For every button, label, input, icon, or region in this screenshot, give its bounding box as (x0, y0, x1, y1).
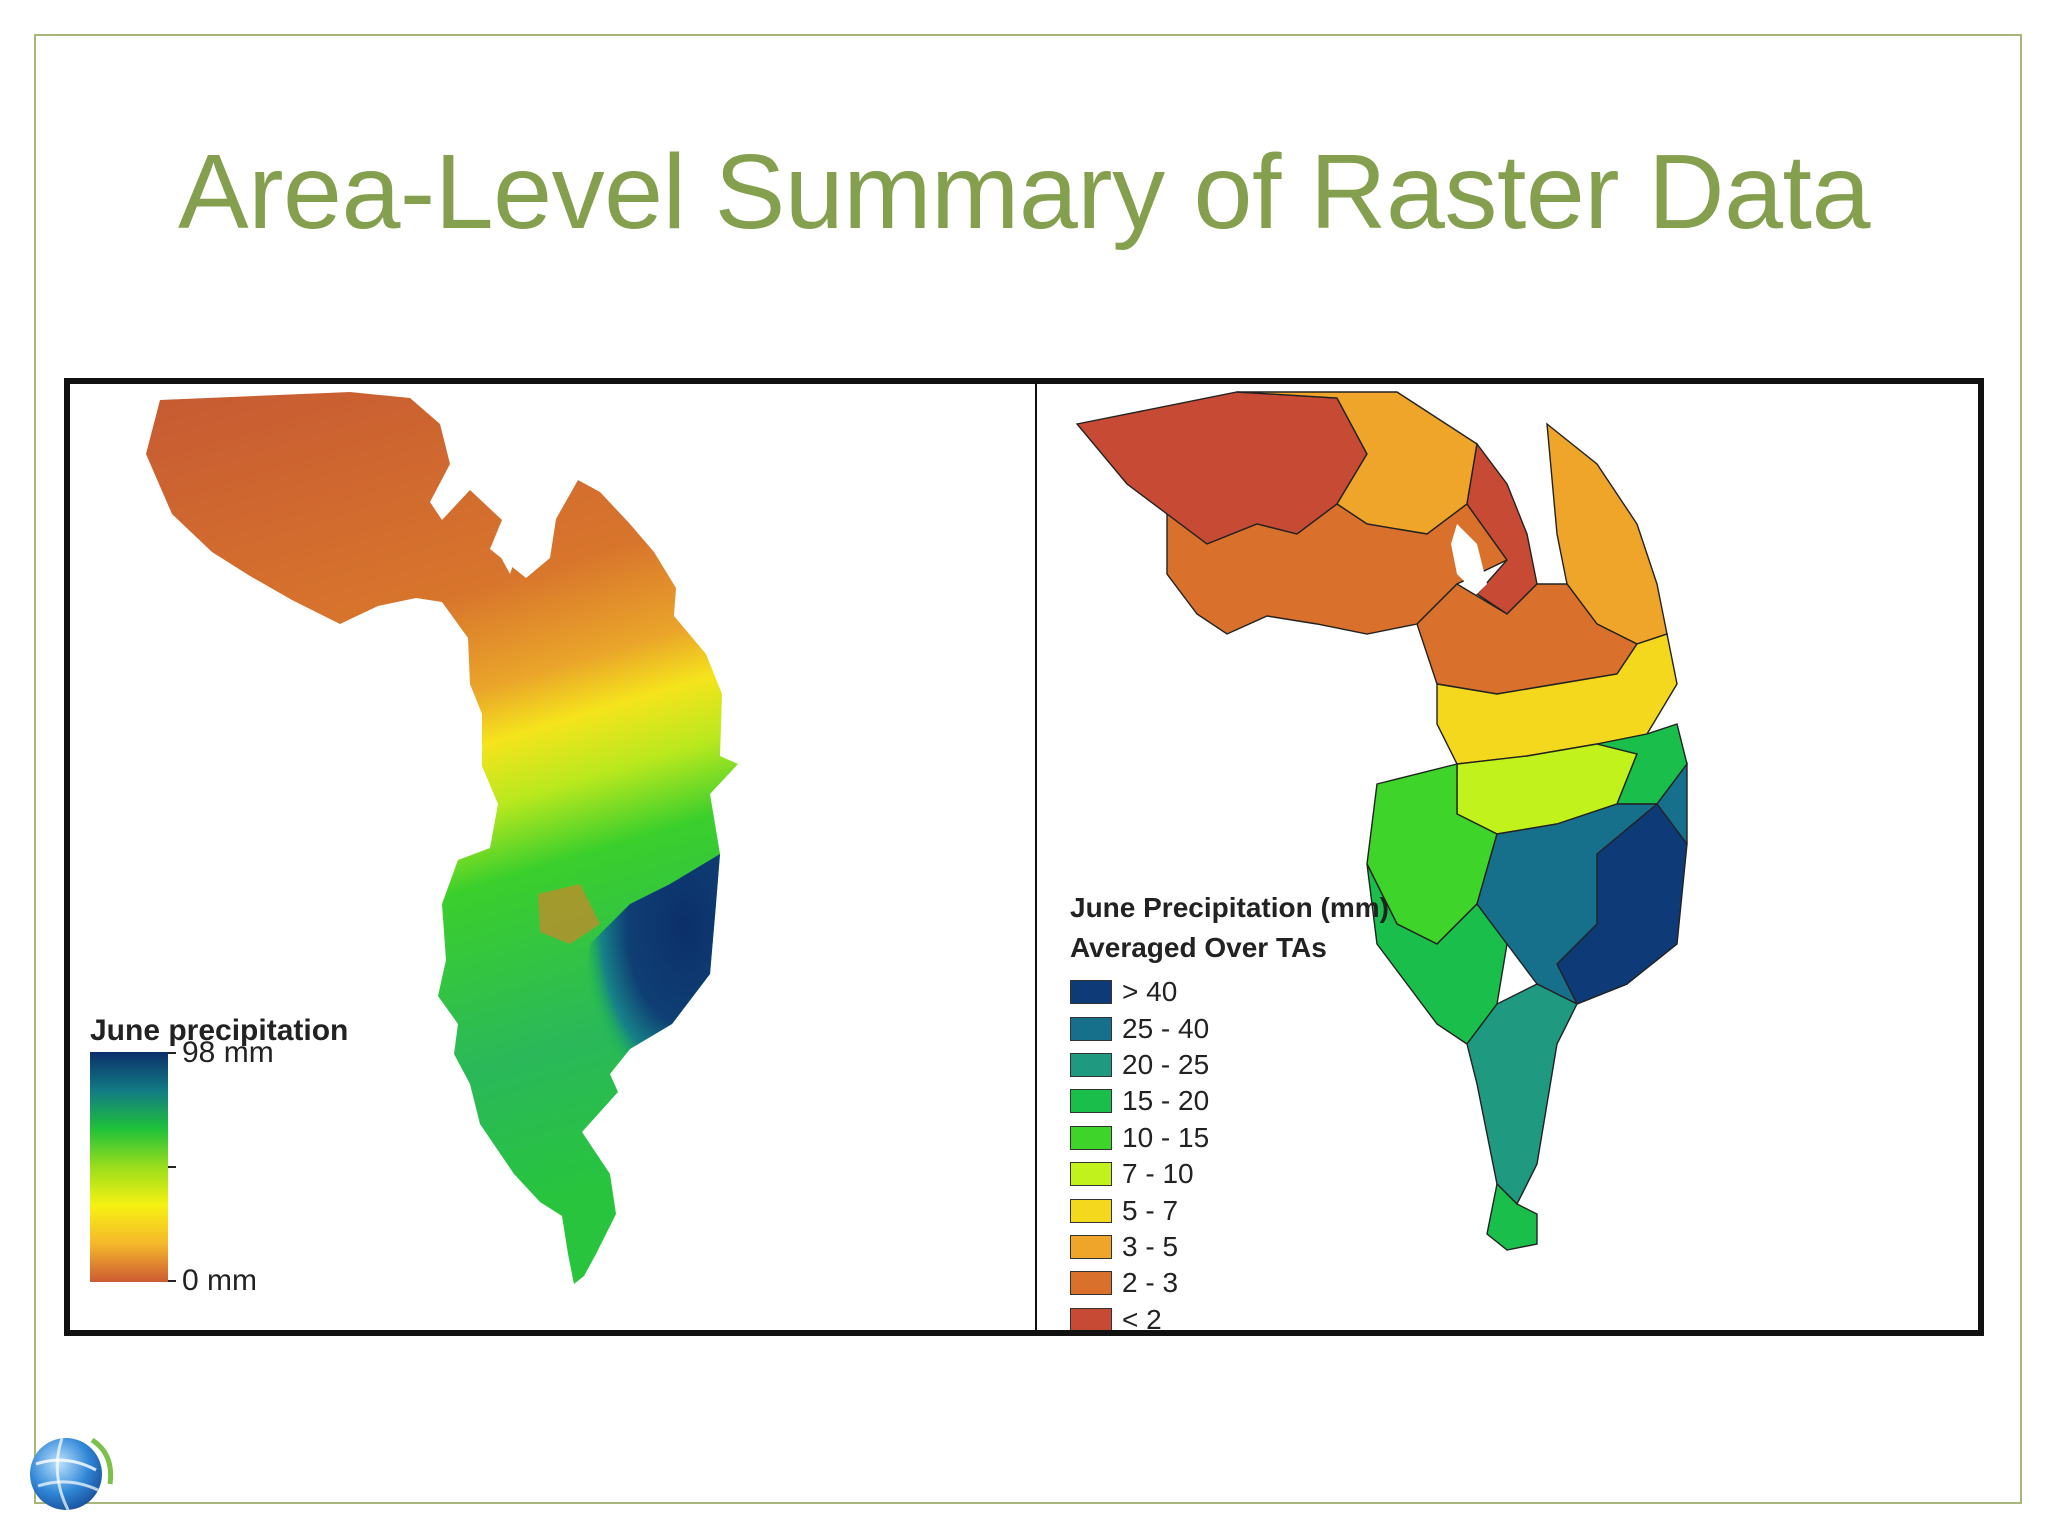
map-panel: June precipitation 98 mm 0 mm June Preci… (64, 378, 1984, 1336)
legend-class-item: 7 - 10 (1070, 1156, 1389, 1192)
legend-class-label: 3 - 5 (1122, 1230, 1179, 1262)
legend-class-item: > 40 (1070, 974, 1389, 1010)
raster-country-shape (146, 392, 738, 1284)
ta-region-south (1466, 983, 1578, 1206)
legend-swatch (1070, 1016, 1112, 1041)
legend-title-line2: Averaged Over TAs (1070, 932, 1327, 963)
ta-region-far-east (1556, 802, 1688, 1005)
globe-icon (30, 1437, 114, 1511)
color-ramp (90, 1052, 168, 1282)
legend-swatch (1070, 1052, 1112, 1077)
legend-class-label: 25 - 40 (1122, 1012, 1210, 1044)
ramp-tick-max (168, 1052, 176, 1054)
ramp-min-label: 0 mm (182, 1264, 257, 1297)
legend-class-label: < 2 (1122, 1303, 1162, 1335)
panel-divider (1035, 384, 1037, 1330)
slide-title: Area-Level Summary of Raster Data (178, 133, 1870, 251)
legend-classified: June Precipitation (mm) Averaged Over TA… (1070, 888, 1389, 1335)
legend-continuous: June precipitation 98 mm 0 mm (90, 1014, 349, 1297)
raster-precipitation-map (146, 392, 738, 1284)
legend-class-item: 25 - 40 (1070, 1010, 1389, 1046)
legend-class-list: > 40 25 - 40 20 - 25 15 - 20 10 - 15 7 -… (1070, 974, 1389, 1335)
legend-swatch (1070, 1271, 1112, 1296)
legend-class-item: < 2 (1070, 1302, 1389, 1335)
legend-class-item: 10 - 15 (1070, 1120, 1389, 1156)
ta-aggregated-map (1075, 391, 1688, 1251)
legend-class-label: > 40 (1122, 976, 1178, 1008)
legend-class-label: 7 - 10 (1122, 1158, 1194, 1190)
ramp-max-label: 98 mm (182, 1036, 274, 1069)
legend-swatch (1070, 1234, 1112, 1259)
ta-region-southern-tip (1486, 1182, 1538, 1251)
legend-class-label: 5 - 7 (1122, 1194, 1179, 1226)
legend-class-item: 5 - 7 (1070, 1192, 1389, 1228)
legend-swatch (1070, 1307, 1112, 1330)
legend-class-label: 20 - 25 (1122, 1048, 1210, 1080)
legend-swatch (1070, 1198, 1112, 1223)
ta-choropleth (1075, 391, 1688, 1251)
ta-lake (1451, 524, 1487, 594)
slide-frame (34, 34, 2022, 1504)
ramp-tick-mid (168, 1166, 176, 1168)
legend-class-label: 2 - 3 (1122, 1267, 1179, 1299)
legend-class-item: 2 - 3 (1070, 1265, 1389, 1301)
legend-class-label: 15 - 20 (1122, 1085, 1210, 1117)
legend-title: June precipitation (90, 1014, 349, 1047)
legend-class-item: 3 - 5 (1070, 1229, 1389, 1265)
raster-highland-patch (538, 884, 600, 944)
legend-title-line1: June Precipitation (mm) (1070, 892, 1389, 923)
legend-class-item: 20 - 25 (1070, 1047, 1389, 1083)
raster-lake (490, 424, 552, 574)
raster-wet-zone (580, 854, 720, 1092)
legend-class-item: 15 - 20 (1070, 1083, 1389, 1119)
legend-swatch (1070, 1089, 1112, 1114)
ramp-tick-min (168, 1280, 176, 1282)
legend-swatch (1070, 1162, 1112, 1187)
legend-swatch (1070, 980, 1112, 1005)
legend-class-label: 10 - 15 (1122, 1121, 1210, 1153)
legend-swatch (1070, 1125, 1112, 1150)
